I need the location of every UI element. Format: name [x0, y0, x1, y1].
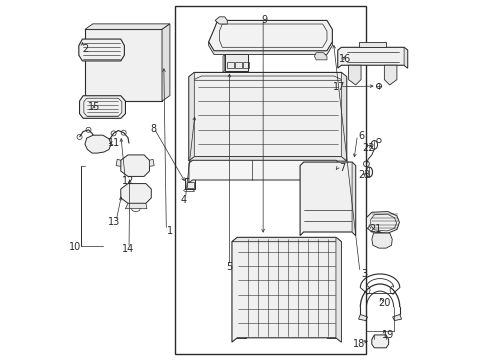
Polygon shape — [359, 42, 386, 47]
Polygon shape — [314, 53, 326, 60]
Polygon shape — [337, 47, 407, 68]
Bar — [90, 33, 156, 96]
Polygon shape — [341, 72, 346, 161]
Polygon shape — [116, 159, 121, 166]
Polygon shape — [121, 184, 151, 203]
Bar — [94, 35, 153, 92]
Text: 23: 23 — [358, 170, 370, 180]
Text: 1: 1 — [167, 226, 173, 236]
Text: 17: 17 — [333, 82, 345, 93]
Text: 20: 20 — [377, 298, 389, 308]
Text: 9: 9 — [261, 15, 267, 25]
Text: 4: 4 — [180, 195, 186, 206]
Text: 5: 5 — [226, 262, 232, 272]
Text: 16: 16 — [338, 54, 350, 64]
Bar — [243, 62, 248, 68]
Polygon shape — [188, 72, 346, 161]
Polygon shape — [125, 203, 147, 209]
Polygon shape — [358, 315, 367, 320]
Bar — [237, 329, 246, 338]
Bar — [237, 237, 246, 246]
Text: 11: 11 — [107, 139, 120, 148]
Text: 2: 2 — [82, 44, 88, 54]
Polygon shape — [208, 21, 332, 51]
Bar — [235, 62, 241, 68]
Polygon shape — [208, 42, 332, 54]
Text: 22: 22 — [362, 143, 374, 153]
Bar — [174, 6, 366, 354]
Polygon shape — [79, 39, 124, 61]
Text: 19: 19 — [381, 330, 393, 340]
Polygon shape — [392, 315, 401, 320]
Text: 7: 7 — [338, 163, 345, 173]
Polygon shape — [371, 233, 391, 248]
Bar — [185, 178, 195, 189]
Polygon shape — [231, 237, 341, 342]
Polygon shape — [300, 162, 355, 235]
Bar — [326, 329, 335, 338]
Polygon shape — [149, 159, 154, 166]
Bar — [186, 182, 194, 188]
Text: 10: 10 — [69, 242, 81, 252]
Text: 3: 3 — [360, 269, 366, 279]
Polygon shape — [223, 54, 224, 72]
Text: 14: 14 — [122, 244, 134, 254]
Polygon shape — [188, 72, 194, 161]
Text: 13: 13 — [107, 217, 120, 227]
Polygon shape — [80, 96, 125, 118]
Text: 21: 21 — [368, 224, 381, 234]
Polygon shape — [162, 24, 169, 101]
Polygon shape — [335, 237, 341, 342]
Polygon shape — [121, 155, 149, 176]
Polygon shape — [85, 30, 162, 101]
Polygon shape — [188, 157, 346, 161]
Polygon shape — [348, 65, 360, 85]
Bar — [326, 237, 335, 246]
Polygon shape — [188, 160, 339, 183]
Bar — [227, 62, 233, 68]
Text: 6: 6 — [358, 131, 364, 141]
Polygon shape — [85, 135, 111, 153]
Bar — [224, 54, 247, 71]
Polygon shape — [384, 65, 396, 85]
Polygon shape — [366, 212, 399, 233]
Text: 12: 12 — [122, 176, 134, 186]
Bar — [102, 94, 124, 101]
Polygon shape — [371, 335, 388, 348]
Text: 18: 18 — [352, 339, 365, 349]
Polygon shape — [351, 162, 355, 235]
Polygon shape — [231, 237, 341, 242]
Polygon shape — [85, 24, 169, 30]
Text: 15: 15 — [88, 102, 100, 112]
Polygon shape — [403, 47, 407, 68]
Text: 8: 8 — [150, 124, 156, 134]
Polygon shape — [215, 17, 227, 24]
